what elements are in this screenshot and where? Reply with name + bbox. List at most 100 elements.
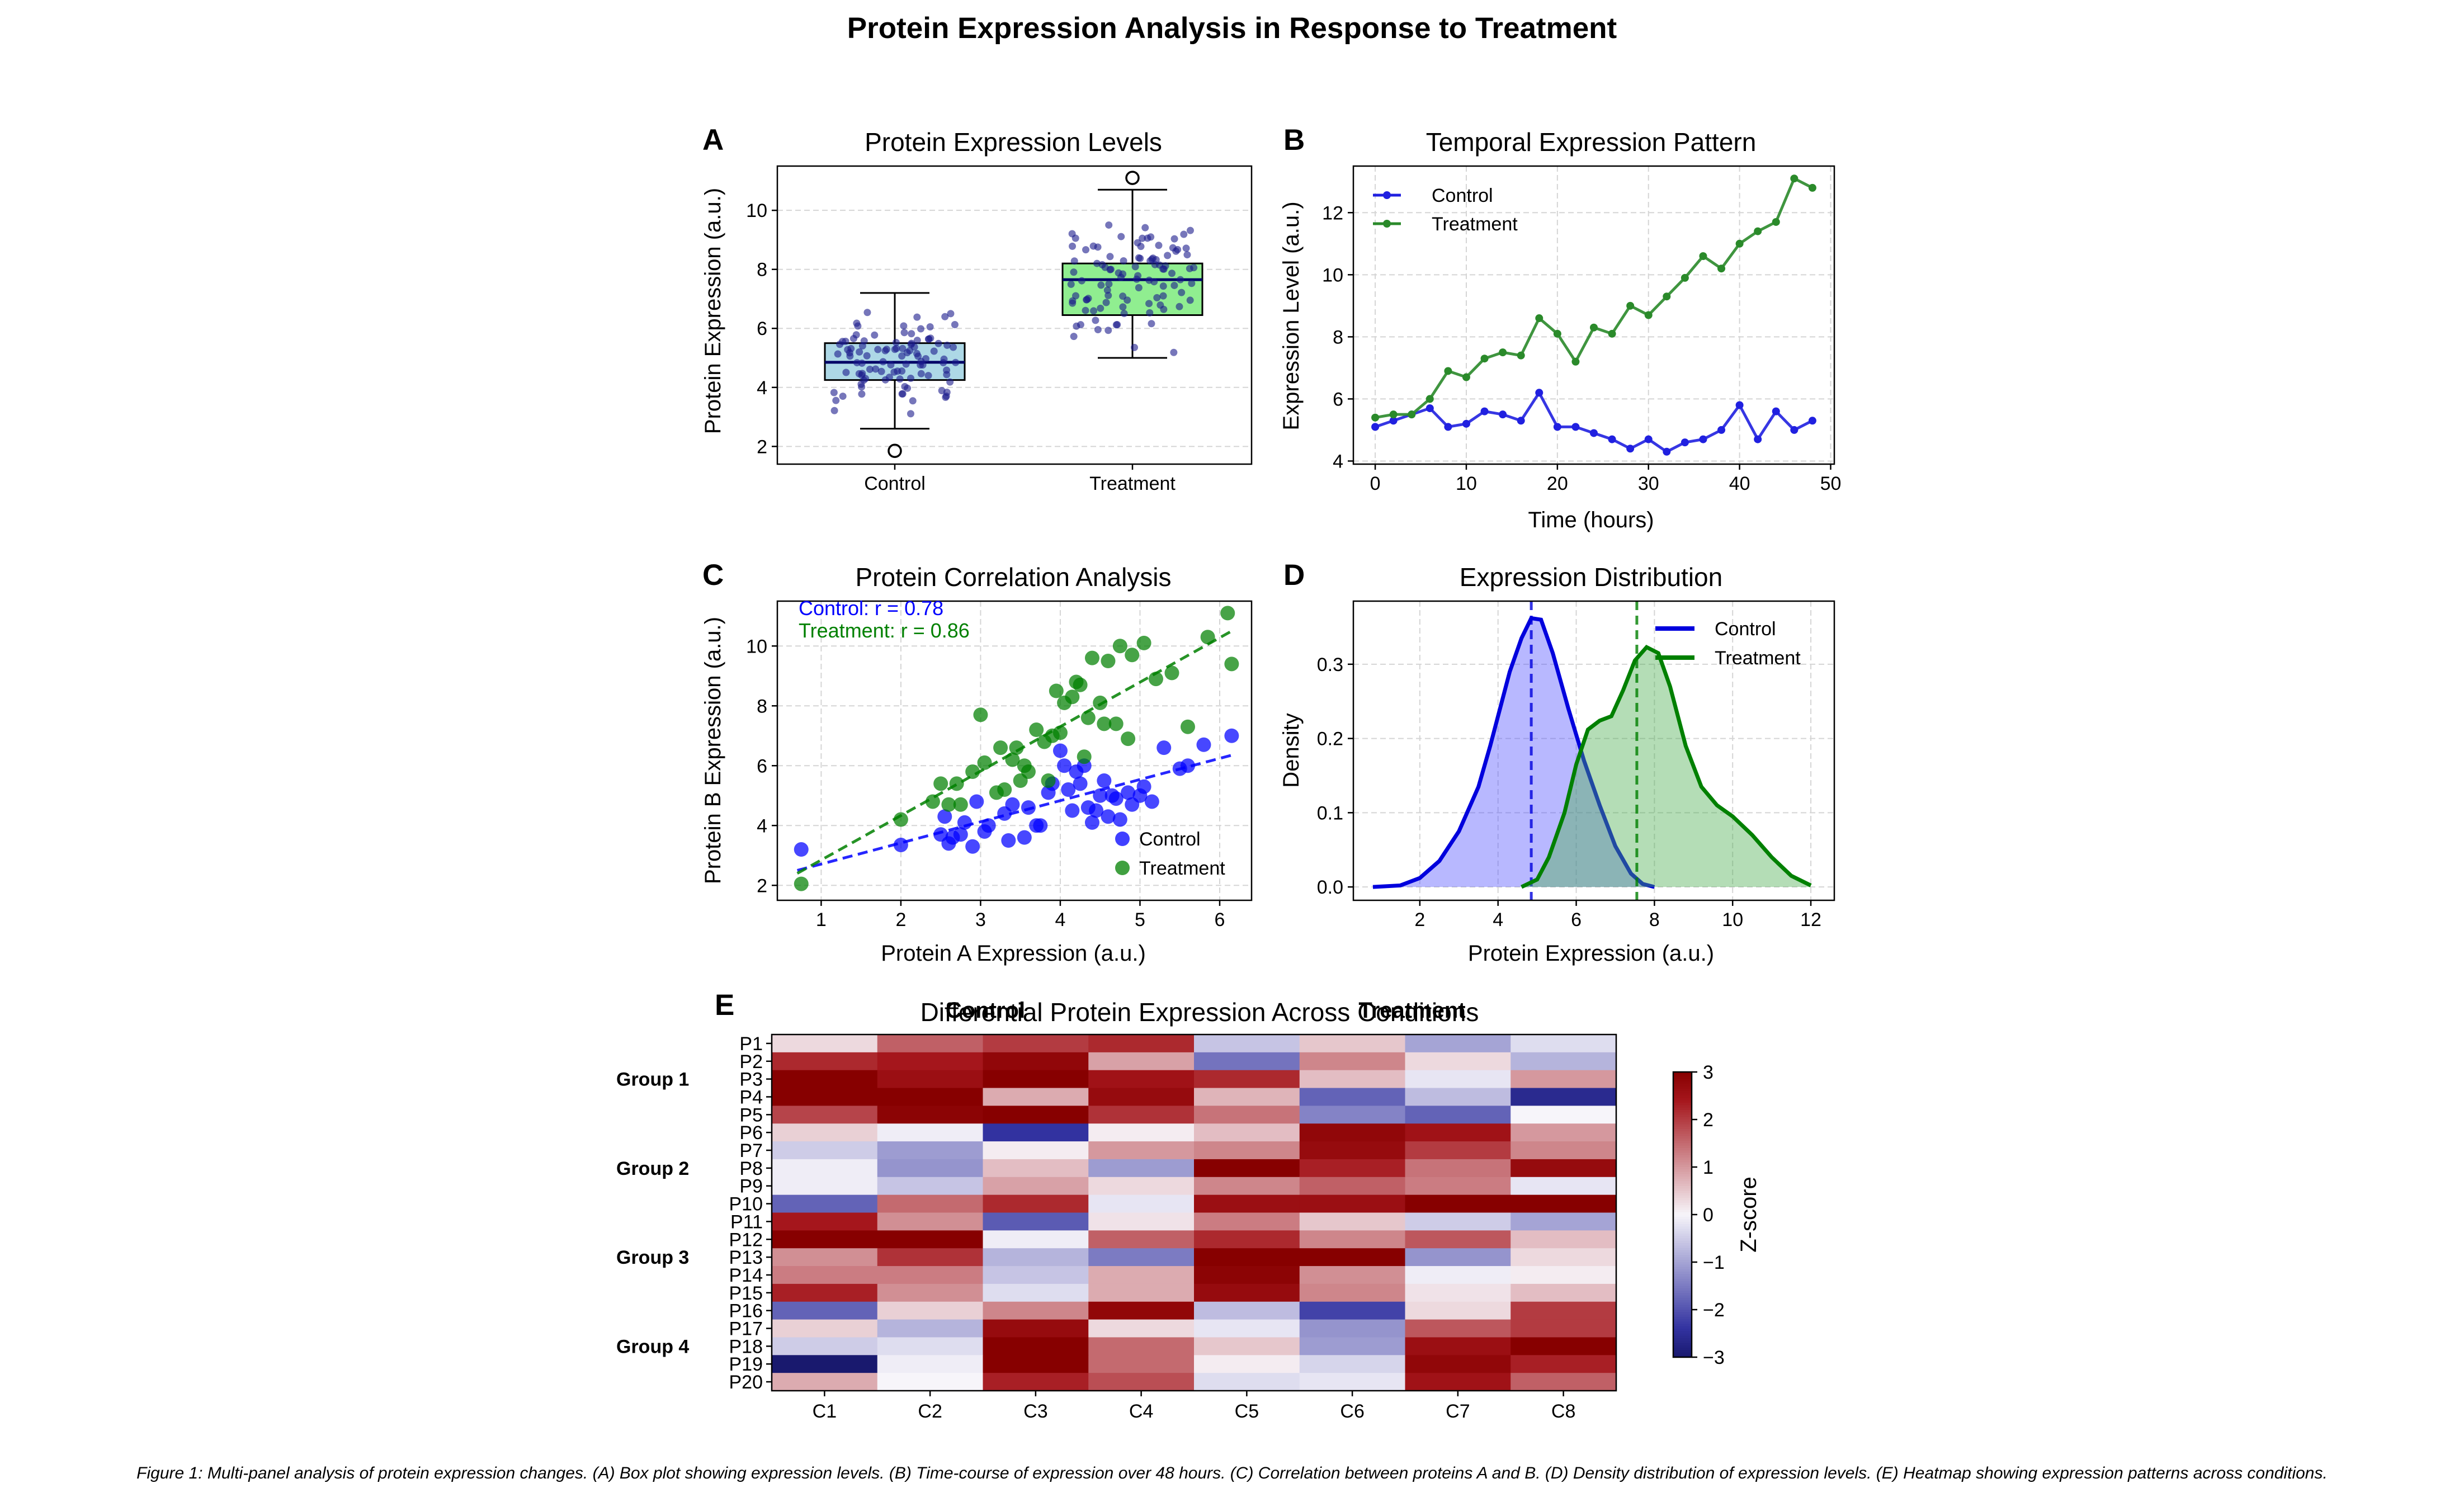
- heatmap-cell: [1511, 1355, 1617, 1373]
- series-point-control: [1499, 410, 1507, 419]
- jitter-point: [862, 375, 870, 382]
- panel-d-legend: Control Treatment: [1655, 618, 1801, 669]
- scatter-point-treatment: [997, 782, 1012, 797]
- heatmap-cell: [983, 1194, 1089, 1213]
- jitter-point: [1070, 257, 1078, 265]
- jitter-point: [1093, 259, 1101, 267]
- jitter-point: [1180, 230, 1188, 238]
- x-tick-label: 40: [1729, 473, 1750, 494]
- scatter-point-control: [1108, 791, 1124, 806]
- jitter-point: [1159, 282, 1167, 290]
- heatmap-cell: [1405, 1177, 1511, 1196]
- heatmap-cell: [1511, 1070, 1617, 1089]
- heatmap-row-label: P4: [739, 1087, 763, 1108]
- heatmap-cell: [772, 1141, 878, 1160]
- colorbar-step: [1673, 1093, 1692, 1097]
- heatmap-cell: [772, 1355, 878, 1373]
- heatmap-cell: [1511, 1266, 1617, 1284]
- colorbar-step: [1673, 1243, 1692, 1246]
- colorbar-step: [1673, 1219, 1692, 1222]
- panel-d-legend-treatment: Treatment: [1715, 648, 1801, 669]
- heatmap-cell: [877, 1070, 983, 1089]
- jitter-point: [1094, 326, 1102, 334]
- jitter-point: [1092, 317, 1099, 324]
- colorbar-step: [1673, 1153, 1692, 1156]
- heatmap-cell: [1405, 1035, 1511, 1053]
- heatmap-cell: [1194, 1088, 1300, 1106]
- colorbar-step: [1673, 1314, 1692, 1317]
- panel-a-box-plot: A Protein Expression Levels Protein Expr…: [701, 124, 1253, 494]
- heatmap-row-label: P12: [729, 1229, 763, 1250]
- colorbar-step: [1673, 1183, 1692, 1187]
- heatmap-cell: [1088, 1230, 1195, 1249]
- x-tick-label: 2: [895, 909, 906, 931]
- colorbar-step: [1673, 1188, 1692, 1192]
- heatmap-cell: [1299, 1070, 1405, 1089]
- series-point-control: [1371, 423, 1380, 431]
- colorbar-step: [1673, 1196, 1692, 1198]
- heatmap-cell: [772, 1248, 878, 1267]
- heatmap-cell: [1088, 1319, 1195, 1338]
- colorbar-tick-label: 2: [1703, 1109, 1714, 1131]
- axes-frame: [1352, 600, 1835, 901]
- jitter-point: [1089, 242, 1097, 250]
- scatter-point-treatment: [1080, 710, 1096, 725]
- jitter-point: [892, 338, 900, 346]
- panel-a-title: Protein Expression Levels: [865, 127, 1162, 157]
- panel-d-legend-control: Control: [1715, 618, 1776, 640]
- jitter-point: [885, 374, 893, 381]
- jitter-point: [1186, 296, 1194, 304]
- scatter-point-treatment: [1125, 648, 1140, 663]
- heatmap-cell: [1088, 1373, 1195, 1391]
- heatmap-cell: [772, 1283, 878, 1302]
- jitter-point: [943, 366, 951, 374]
- heatmap-row-label: P10: [729, 1194, 763, 1215]
- scatter-point-treatment: [1009, 740, 1024, 755]
- jitter-point: [1168, 270, 1176, 277]
- scatter-point-treatment: [1021, 764, 1036, 779]
- heatmap-cell: [1511, 1319, 1617, 1338]
- jitter-point: [1176, 303, 1183, 310]
- series-point-control: [1571, 423, 1580, 431]
- colorbar-step: [1673, 1224, 1692, 1227]
- panel-b-title: Temporal Expression Pattern: [1426, 127, 1757, 157]
- jitter-point: [830, 389, 838, 396]
- heatmap-row-label: P20: [729, 1372, 763, 1393]
- jitter-point: [941, 313, 949, 320]
- colorbar-step: [1673, 1150, 1692, 1154]
- heatmap-cell: [1511, 1088, 1617, 1106]
- jitter-point: [858, 342, 866, 350]
- panel-c-scatter: C Protein Correlation Analysis Protein A…: [701, 559, 1253, 966]
- x-tick-label: 12: [1800, 909, 1821, 931]
- jitter-point: [891, 346, 899, 353]
- heatmap-cell: [877, 1177, 983, 1196]
- colorbar-step: [1673, 1148, 1692, 1151]
- jitter-point: [909, 397, 917, 405]
- colorbar-step: [1673, 1114, 1692, 1118]
- colorbar-step: [1673, 1319, 1692, 1322]
- heatmap-cell: [877, 1373, 983, 1391]
- heatmap-cell: [1299, 1373, 1405, 1391]
- jitter-point: [834, 350, 842, 358]
- x-tick-label: 10: [1722, 909, 1743, 931]
- heatmap-cell: [1194, 1373, 1300, 1391]
- heatmap-cell: [1194, 1159, 1300, 1178]
- x-tick-label: 2: [1414, 909, 1425, 931]
- jitter-point: [853, 319, 861, 327]
- panel-c-letter: C: [702, 559, 724, 592]
- colorbar-step: [1673, 1234, 1692, 1236]
- y-tick-label: 6: [1333, 389, 1343, 410]
- scatter-point-treatment: [1224, 656, 1239, 672]
- y-tick-label: 12: [1322, 202, 1343, 224]
- series-point-treatment: [1535, 314, 1543, 323]
- heatmap-row-group-label: Group 3: [616, 1247, 689, 1268]
- heatmap-cell: [1299, 1248, 1405, 1267]
- series-point-control: [1772, 407, 1780, 415]
- colorbar-tick-label: 0: [1703, 1205, 1714, 1226]
- heatmap-cell: [877, 1088, 983, 1106]
- scatter-point-treatment: [977, 755, 992, 770]
- jitter-point: [887, 361, 895, 369]
- series-point-control: [1626, 445, 1635, 453]
- panel-e-colorbar: 3 2 1 0 −1 −2 −3: [1672, 1062, 1725, 1368]
- heatmap-cell: [983, 1070, 1089, 1089]
